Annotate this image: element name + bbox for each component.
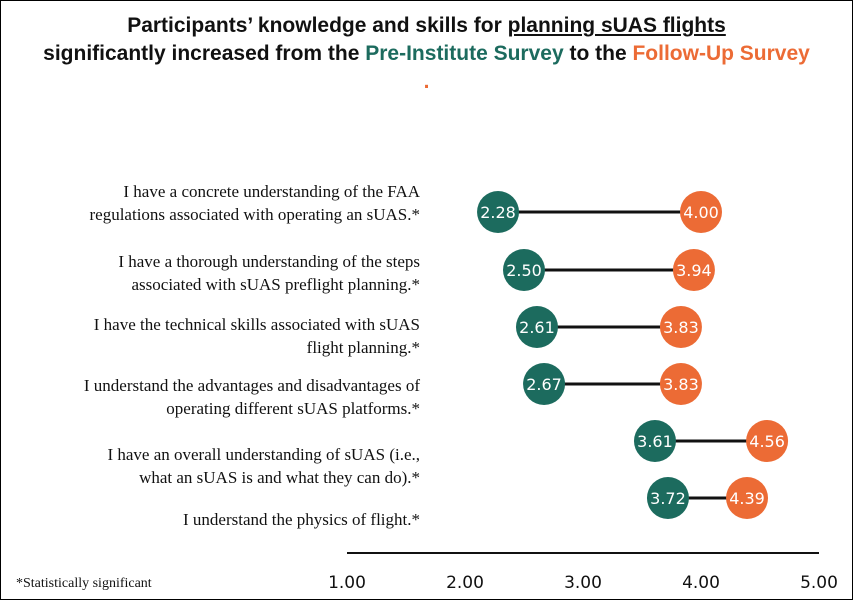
footnote: *Statistically significant: [16, 576, 152, 591]
pre-survey-value-label: 2.28: [480, 203, 516, 222]
follow-up-point: [680, 191, 722, 233]
x-tick-label: 2.00: [446, 573, 484, 593]
title-part-1: Participants’ knowledge and skills for: [127, 14, 508, 37]
x-tick-label: 3.00: [564, 573, 602, 593]
category-label-2: I have a thorough understanding of the s…: [118, 252, 420, 294]
follow-up-point: [659, 306, 702, 348]
pre-survey-point: [477, 191, 520, 233]
follow-up-value-label: 3.83: [663, 318, 699, 337]
pre-survey-point: [523, 363, 566, 405]
title-post-survey: Follow-Up Survey: [632, 42, 810, 65]
pre-survey-value-label: 3.61: [637, 432, 673, 451]
x-tick-label: 4.00: [682, 573, 720, 593]
title-post-survey-cont: .: [423, 70, 430, 93]
pre-survey-point: [646, 477, 689, 519]
follow-up-point: [746, 420, 789, 462]
follow-up-point: [672, 249, 715, 291]
pre-survey-point: [515, 306, 558, 348]
follow-up-value-label: 4.39: [729, 489, 765, 508]
follow-up-value-label: 4.00: [683, 203, 719, 222]
pre-survey-point: [503, 249, 545, 291]
title-pre-survey: Pre-Institute Survey: [365, 42, 564, 65]
category-label-5: I have an overall understanding of sUAS …: [107, 445, 420, 487]
pre-survey-value-label: 2.61: [519, 318, 555, 337]
follow-up-value-label: 3.94: [676, 261, 712, 280]
follow-up-point: [726, 477, 769, 519]
title-part-2: planning sUAS flights: [507, 14, 726, 37]
category-label-1: I have a concrete understanding of the F…: [89, 182, 421, 224]
pre-survey-value-label: 3.72: [650, 489, 686, 508]
category-label-6: I understand the physics of flight.*: [182, 510, 420, 529]
title-part-5: to the: [563, 42, 633, 65]
category-label-3: I have the technical skills associated w…: [93, 315, 420, 357]
follow-up-value-label: 3.83: [663, 375, 699, 394]
pre-survey-value-label: 2.50: [506, 261, 542, 280]
follow-up-value-label: 4.56: [749, 432, 785, 451]
pre-survey-point: [633, 420, 676, 462]
x-tick-label: 1.00: [328, 573, 366, 593]
category-label-4: I understand the advantages and disadvan…: [83, 376, 420, 418]
pre-survey-value-label: 2.67: [526, 375, 562, 394]
chart-title: Participants’ knowledge and skills for p…: [0, 12, 853, 96]
follow-up-point: [659, 363, 702, 405]
title-part-3: significantly increased from the: [43, 42, 366, 65]
x-tick-label: 5.00: [800, 573, 838, 593]
